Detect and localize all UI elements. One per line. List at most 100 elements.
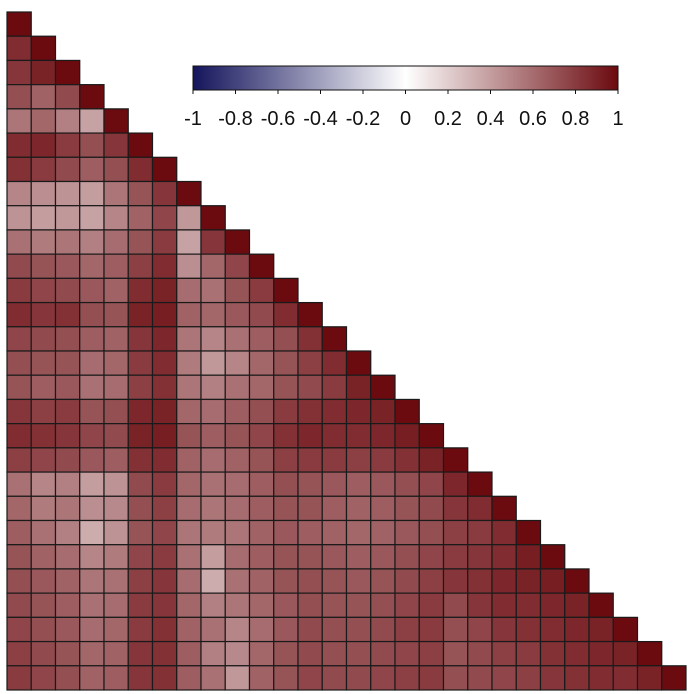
heatmap-cell-r17-c13 [297,398,323,425]
heatmap-cell-r7-c2 [30,156,57,183]
heatmap-cell-r18-c10 [224,423,251,449]
heatmap-cell-r16-c4 [79,374,105,401]
heatmap-cell-r27-c4 [79,640,105,667]
heatmap-cell-r21-c8 [176,495,202,522]
heatmap-cell-r24-c19 [442,568,469,594]
heatmap-cell-r14-c13 [297,326,323,352]
heatmap-cell-r17-c3 [54,398,81,425]
heatmap-cell-r17-c7 [151,398,178,425]
heatmap-cell-r4-c2 [30,84,57,110]
heatmap-cell-r15-c8 [176,350,202,376]
heatmap-cell-r13-c8 [176,301,202,328]
heatmap-cell-r28-c2 [30,665,57,691]
heatmap-cell-r21-c1 [6,495,32,522]
heatmap-cell-r19-c11 [248,447,275,473]
heatmap-cell-r15-c11 [248,350,275,376]
heatmap-cell-r13-c6 [127,301,154,328]
heatmap-cell-r28-c19 [442,665,469,691]
heatmap-cell-r22-c14 [321,519,348,546]
heatmap-cell-r19-c10 [224,447,251,473]
heatmap-cell-r17-c6 [127,398,154,425]
heatmap-cell-r26-c8 [176,616,202,643]
heatmap-cell-r25-c14 [321,592,348,618]
heatmap-cell-r28-c20 [467,665,493,691]
heatmap-cell-r20-c6 [127,471,154,497]
heatmap-cell-r7-c3 [54,156,81,183]
heatmap-cell-r25-c16 [370,592,396,618]
colorbar-tick-label: 0.8 [562,108,590,130]
heatmap-cell-r26-c7 [151,616,178,643]
colorbar-tick-label: 0.2 [434,108,462,130]
heatmap-cell-r11-c7 [151,253,178,279]
heatmap-cell-r17-c8 [176,398,202,425]
heatmap-cell-r21-c7 [151,495,178,522]
heatmap-cell-r9-c8 [176,205,202,231]
heatmap-cell-r16-c12 [273,374,299,401]
heatmap-cell-r25-c5 [103,592,129,618]
heatmap-cell-r15-c12 [273,350,299,376]
heatmap-cell-r19-c19 [442,447,469,473]
heatmap-cell-r23-c5 [103,544,129,570]
heatmap-cell-r25-c24 [564,592,590,618]
heatmap-cell-r11-c11 [248,253,275,279]
heatmap-cell-r23-c15 [345,544,372,570]
heatmap-cell-r25-c19 [442,592,469,618]
heatmap-cell-r25-c4 [79,592,105,618]
heatmap-cell-r28-c5 [103,665,129,691]
heatmap-cell-r16-c15 [345,374,372,401]
heatmap-cell-r11-c8 [176,253,202,279]
heatmap-cell-r10-c9 [200,229,226,255]
heatmap-cell-r5-c1 [6,108,32,134]
heatmap-cell-r25-c13 [297,592,323,618]
heatmap-cell-r27-c18 [418,640,445,667]
heatmap-cell-r14-c9 [200,326,226,352]
heatmap-cell-r13-c12 [273,301,299,328]
heatmap-cell-r8-c5 [103,180,129,207]
heatmap-cell-r10-c3 [54,229,81,255]
heatmap-cell-r23-c13 [297,544,323,570]
heatmap-cell-r19-c8 [176,447,202,473]
heatmap-cell-r17-c11 [248,398,275,425]
heatmap-cell-r14-c12 [273,326,299,352]
heatmap-cell-r20-c5 [103,471,129,497]
heatmap-cell-r25-c11 [248,592,275,618]
heatmap-cell-r22-c19 [442,519,469,546]
heatmap-cell-r27-c9 [200,640,226,667]
heatmap-cell-r12-c8 [176,277,202,304]
heatmap-cell-r23-c9 [200,544,226,570]
heatmap-cell-r27-c10 [224,640,251,667]
heatmap-cell-r18-c11 [248,423,275,449]
heatmap-cell-r18-c2 [30,423,57,449]
heatmap-cell-r9-c7 [151,205,178,231]
heatmap-cell-r26-c15 [345,616,372,643]
heatmap-cell-r24-c1 [6,568,32,594]
heatmap-cell-r25-c1 [6,592,32,618]
heatmap-cell-r25-c21 [491,592,517,618]
heatmap-cell-r19-c4 [79,447,105,473]
heatmap-cell-r22-c4 [79,519,105,546]
heatmap-cell-r22-c1 [6,519,32,546]
heatmap-cell-r9-c6 [127,205,154,231]
heatmap-cell-r18-c8 [176,423,202,449]
heatmap-cell-r8-c4 [79,180,105,207]
heatmap-cell-r22-c20 [467,519,493,546]
heatmap-cell-r16-c10 [224,374,251,401]
heatmap-cell-r18-c4 [79,423,105,449]
heatmap-cell-r27-c2 [30,640,57,667]
heatmap-cell-r23-c10 [224,544,251,570]
heatmap-cell-r21-c19 [442,495,469,522]
heatmap-cell-r14-c5 [103,326,129,352]
colorbar: -1 -0.8 -0.6 -0.4 -0.2 0 0.2 0.4 0.6 0.8 1 [184,65,624,130]
colorbar-tick-label: 0.6 [519,108,547,130]
colorbar-tick-label: 0.4 [477,108,505,130]
heatmap-cell-r26-c17 [394,616,420,643]
heatmap-cell-r17-c17 [394,398,420,425]
heatmap-cell-r27-c8 [176,640,202,667]
heatmap-cell-r16-c16 [370,374,396,401]
heatmap-cell-r25-c9 [200,592,226,618]
heatmap-cell-r26-c25 [588,616,614,643]
heatmap-cell-r21-c3 [54,495,81,522]
heatmap-cell-r16-c3 [54,374,81,401]
heatmap-cell-r24-c16 [370,568,396,594]
heatmap-cell-r23-c22 [515,544,542,570]
